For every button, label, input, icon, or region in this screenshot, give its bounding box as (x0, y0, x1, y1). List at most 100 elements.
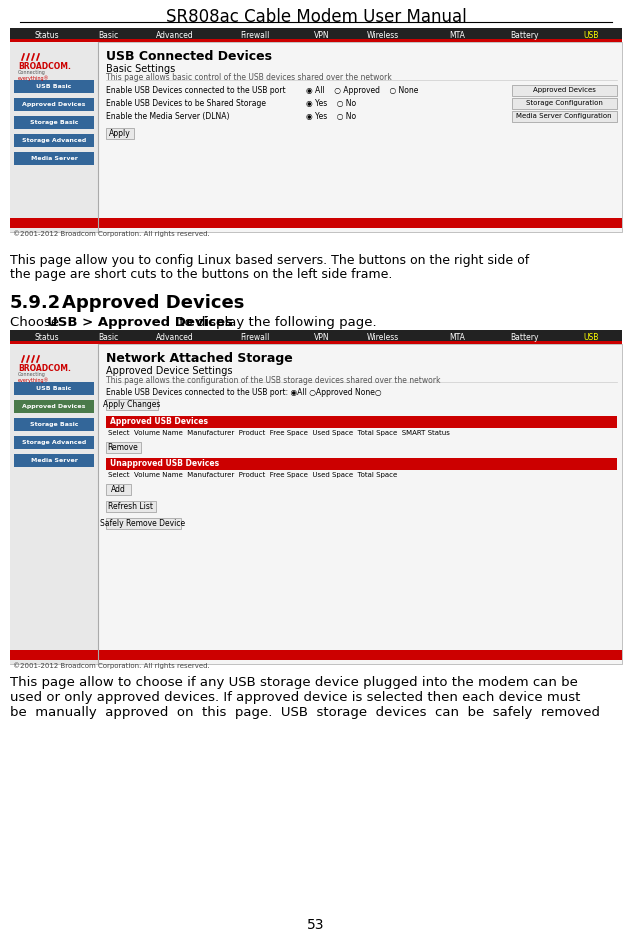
Bar (10, 42, 98, 232)
Text: 53: 53 (307, 918, 325, 932)
Bar (106, 442, 141, 453)
Text: Network Attached Storage: Network Attached Storage (106, 352, 293, 365)
Bar (512, 85, 617, 96)
Text: MTA: MTA (449, 333, 465, 341)
Text: ©2001-2012 Broadcom Corporation. All rights reserved.: ©2001-2012 Broadcom Corporation. All rig… (13, 230, 210, 237)
Text: Advanced: Advanced (156, 333, 194, 341)
Bar (14, 418, 94, 431)
Text: Storage Basic: Storage Basic (30, 422, 78, 427)
Text: Storage Configuration: Storage Configuration (526, 100, 602, 106)
Bar (10, 344, 98, 664)
Text: Basic: Basic (98, 333, 118, 341)
Text: Wireless: Wireless (367, 31, 399, 39)
Text: everything®: everything® (18, 377, 49, 383)
Bar (106, 501, 156, 512)
Text: ©2001-2012 Broadcom Corporation. All rights reserved.: ©2001-2012 Broadcom Corporation. All rig… (13, 662, 210, 668)
Bar (10, 330, 622, 344)
Text: VPN: VPN (314, 333, 330, 341)
Text: This page allow you to config Linux based servers. The buttons on the right side: This page allow you to config Linux base… (10, 254, 529, 267)
Text: Enable the Media Server (DLNA): Enable the Media Server (DLNA) (106, 112, 229, 121)
Bar (14, 400, 94, 413)
Bar (512, 111, 617, 122)
Text: Storage Advanced: Storage Advanced (22, 138, 86, 143)
Text: Media Server: Media Server (30, 458, 78, 463)
Text: Storage Basic: Storage Basic (30, 120, 78, 125)
Text: Enable USB Devices connected to the USB port: Enable USB Devices connected to the USB … (106, 86, 286, 95)
Text: ◉ Yes    ○ No: ◉ Yes ○ No (306, 112, 356, 121)
Text: Storage Advanced: Storage Advanced (22, 440, 86, 445)
Text: Select  Volume Name  Manufacturer  Product  Free Space  Used Space  Total Space: Select Volume Name Manufacturer Product … (108, 472, 398, 478)
Text: This page allows basic control of the USB devices shared over the network: This page allows basic control of the US… (106, 73, 392, 82)
Text: This page allow to choose if any USB storage device plugged into the modem can b: This page allow to choose if any USB sto… (10, 676, 578, 689)
Bar (10, 218, 622, 228)
Text: USB Basic: USB Basic (36, 386, 71, 391)
Text: USB: USB (584, 333, 599, 341)
Text: Connecting: Connecting (18, 70, 46, 75)
Text: BROADCOM.: BROADCOM. (18, 62, 71, 71)
Bar (106, 518, 181, 529)
Bar (10, 28, 622, 42)
Text: Approved Devices: Approved Devices (22, 404, 86, 409)
Text: Select  Volume Name  Manufacturer  Product  Free Space  Used Space  Total Space : Select Volume Name Manufacturer Product … (108, 430, 450, 436)
Text: Wireless: Wireless (367, 333, 399, 341)
Bar (14, 382, 94, 395)
Text: Status: Status (34, 333, 59, 341)
Text: Approved Devices: Approved Devices (533, 87, 595, 93)
Text: ◉ Yes    ○ No: ◉ Yes ○ No (306, 99, 356, 108)
Text: Approved Devices: Approved Devices (62, 294, 245, 312)
Text: Refresh List: Refresh List (109, 502, 154, 511)
Text: Firewall: Firewall (240, 333, 269, 341)
Bar (14, 80, 94, 93)
Text: USB Basic: USB Basic (36, 84, 71, 89)
Text: MTA: MTA (449, 31, 465, 39)
Text: Advanced: Advanced (156, 31, 194, 39)
Text: USB > Approved Devices: USB > Approved Devices (47, 316, 233, 329)
Text: Enable USB Devices to be Shared Storage: Enable USB Devices to be Shared Storage (106, 99, 266, 108)
Bar (106, 458, 617, 470)
Text: Choose: Choose (10, 316, 63, 329)
Bar (10, 344, 622, 664)
Bar (10, 341, 622, 344)
Text: Battery: Battery (510, 31, 538, 39)
Text: Connecting: Connecting (18, 372, 46, 377)
Text: USB: USB (584, 31, 599, 39)
Text: Basic: Basic (98, 31, 118, 39)
Text: Media Server: Media Server (30, 156, 78, 161)
Text: Safely Remove Device: Safely Remove Device (100, 519, 186, 528)
Text: Battery: Battery (510, 333, 538, 341)
Bar (14, 98, 94, 111)
Bar (14, 116, 94, 129)
Text: VPN: VPN (314, 31, 330, 39)
Text: Add: Add (111, 485, 125, 494)
Text: Enable USB Devices connected to the USB port: ◉All ○Approved None○: Enable USB Devices connected to the USB … (106, 388, 382, 397)
Bar (106, 484, 131, 495)
Text: BROADCOM.: BROADCOM. (18, 364, 71, 373)
Text: ◉ All    ○ Approved    ○ None: ◉ All ○ Approved ○ None (306, 86, 418, 95)
Bar (14, 436, 94, 449)
Text: USB Connected Devices: USB Connected Devices (106, 50, 272, 63)
Bar (10, 39, 622, 42)
Text: Approved USB Devices: Approved USB Devices (110, 417, 208, 426)
Text: Approved Devices: Approved Devices (22, 102, 86, 107)
Text: to display the following page.: to display the following page. (174, 316, 376, 329)
Text: SR808ac Cable Modem User Manual: SR808ac Cable Modem User Manual (166, 8, 466, 26)
Text: Unapproved USB Devices: Unapproved USB Devices (110, 459, 219, 468)
Text: be  manually  approved  on  this  page.  USB  storage  devices  can  be  safely : be manually approved on this page. USB s… (10, 706, 600, 719)
Text: Remove: Remove (107, 443, 138, 452)
Bar (14, 152, 94, 165)
Text: Apply: Apply (109, 129, 131, 138)
Bar (106, 128, 134, 139)
Bar (10, 42, 622, 232)
Text: Firewall: Firewall (240, 31, 269, 39)
Bar (10, 650, 622, 660)
Bar (512, 98, 617, 109)
Text: everything®: everything® (18, 75, 49, 81)
Text: used or only approved devices. If approved device is selected then each device m: used or only approved devices. If approv… (10, 691, 580, 704)
Text: the page are short cuts to the buttons on the left side frame.: the page are short cuts to the buttons o… (10, 268, 392, 281)
Text: Apply Changes: Apply Changes (103, 400, 161, 409)
Text: Basic Settings: Basic Settings (106, 64, 175, 74)
Text: Approved Device Settings: Approved Device Settings (106, 366, 233, 376)
Bar (14, 454, 94, 467)
Bar (106, 399, 158, 410)
Bar (14, 134, 94, 147)
